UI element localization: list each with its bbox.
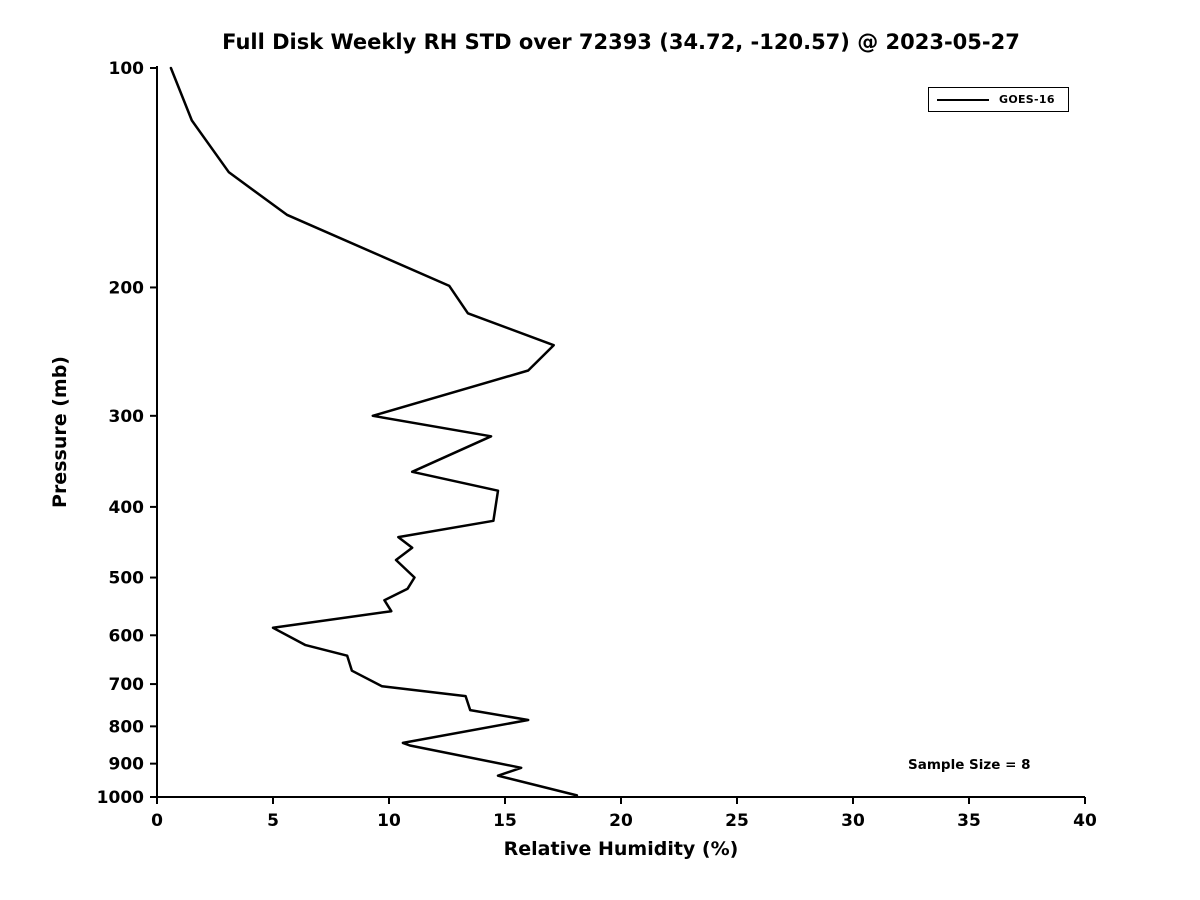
x-tick-label: 20 — [609, 811, 633, 831]
legend: GOES-16 — [928, 87, 1069, 112]
y-tick-label: 700 — [109, 675, 145, 695]
x-tick-label: 40 — [1073, 811, 1097, 831]
legend-line-sample — [937, 98, 989, 101]
y-tick-label: 200 — [109, 278, 145, 298]
x-axis-label: Relative Humidity (%) — [503, 838, 739, 860]
goes-16-line — [169, 66, 579, 797]
x-tick-label: 15 — [493, 811, 517, 831]
sample-size-annotation: Sample Size = 8 — [908, 757, 1031, 773]
y-tick-label: 100 — [109, 59, 145, 79]
y-tick-label: 800 — [109, 717, 145, 737]
x-tick-label: 10 — [377, 811, 401, 831]
x-tick-label: 30 — [841, 811, 865, 831]
y-tick-label: 400 — [109, 498, 145, 518]
y-tick-label: 600 — [109, 626, 145, 646]
x-tick-label: 35 — [957, 811, 981, 831]
y-tick-label: 1000 — [97, 788, 144, 808]
y-tick-label: 300 — [109, 407, 145, 427]
y-tick-label: 900 — [109, 755, 145, 775]
x-tick-label: 0 — [151, 811, 163, 831]
y-tick-label: 500 — [109, 569, 145, 589]
chart-title: Full Disk Weekly RH STD over 72393 (34.7… — [222, 30, 1020, 54]
x-tick-label: 5 — [267, 811, 279, 831]
legend-label: GOES-16 — [999, 93, 1055, 106]
x-tick-label: 25 — [725, 811, 749, 831]
